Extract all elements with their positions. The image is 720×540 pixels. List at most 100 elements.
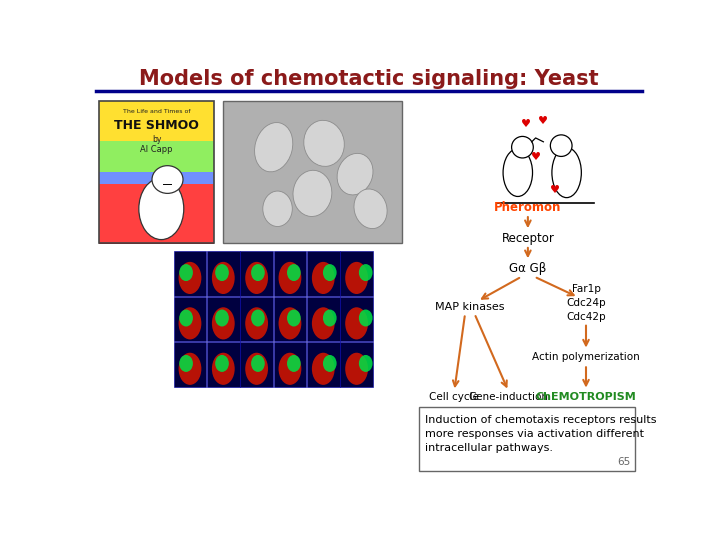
Ellipse shape xyxy=(312,353,335,385)
Ellipse shape xyxy=(255,123,293,172)
Bar xyxy=(174,342,206,387)
Ellipse shape xyxy=(179,262,202,294)
Text: Gα Gβ: Gα Gβ xyxy=(509,262,546,275)
Text: MAP kinases: MAP kinases xyxy=(435,302,505,312)
Text: by: by xyxy=(152,135,161,144)
Ellipse shape xyxy=(323,309,337,327)
Ellipse shape xyxy=(279,353,302,385)
Bar xyxy=(174,251,206,296)
Text: 65: 65 xyxy=(618,457,631,467)
Ellipse shape xyxy=(212,307,235,340)
Text: ♥: ♥ xyxy=(550,185,560,195)
Ellipse shape xyxy=(179,355,193,372)
Bar xyxy=(99,223,214,244)
Bar xyxy=(274,296,306,341)
Ellipse shape xyxy=(550,135,572,157)
Ellipse shape xyxy=(287,355,301,372)
Ellipse shape xyxy=(251,264,265,281)
Ellipse shape xyxy=(293,170,332,217)
Text: ChEMOTROPISM: ChEMOTROPISM xyxy=(536,393,636,402)
Text: ♥: ♥ xyxy=(539,116,549,126)
Text: Cell cycle: Cell cycle xyxy=(429,393,480,402)
Ellipse shape xyxy=(503,148,533,197)
Ellipse shape xyxy=(345,353,368,385)
Bar xyxy=(99,172,214,184)
Ellipse shape xyxy=(246,353,268,385)
Bar xyxy=(99,101,214,141)
Ellipse shape xyxy=(304,120,344,166)
Ellipse shape xyxy=(215,264,229,281)
Text: Models of chemotactic signaling: Yeast: Models of chemotactic signaling: Yeast xyxy=(139,69,599,89)
Bar xyxy=(307,296,340,341)
Bar xyxy=(341,342,373,387)
Text: THE SHMOO: THE SHMOO xyxy=(114,119,199,132)
Ellipse shape xyxy=(246,262,268,294)
Bar xyxy=(274,342,306,387)
Bar xyxy=(274,251,306,296)
Bar xyxy=(419,408,635,470)
Bar xyxy=(99,183,214,204)
Ellipse shape xyxy=(279,307,302,340)
Bar xyxy=(99,101,214,122)
Bar xyxy=(99,101,214,244)
Text: Far1p
Cdc24p
Cdc42p: Far1p Cdc24p Cdc42p xyxy=(566,285,606,322)
Ellipse shape xyxy=(215,309,229,327)
Ellipse shape xyxy=(552,147,581,198)
Bar xyxy=(99,122,214,143)
Ellipse shape xyxy=(152,166,183,193)
Bar xyxy=(99,202,214,224)
Text: ♥: ♥ xyxy=(521,119,531,129)
Bar xyxy=(207,342,240,387)
Ellipse shape xyxy=(312,307,335,340)
Text: Receptor: Receptor xyxy=(501,232,554,245)
Ellipse shape xyxy=(354,189,387,228)
Ellipse shape xyxy=(179,264,193,281)
Bar xyxy=(223,101,402,244)
Text: Pheromon: Pheromon xyxy=(494,201,562,214)
Bar xyxy=(99,141,214,163)
Ellipse shape xyxy=(246,307,268,340)
Ellipse shape xyxy=(179,309,193,327)
Ellipse shape xyxy=(337,153,373,195)
Ellipse shape xyxy=(287,309,301,327)
Text: Induction of chemotaxis receptors results
more responses via activation differen: Induction of chemotaxis receptors result… xyxy=(425,415,657,453)
Ellipse shape xyxy=(212,262,235,294)
Bar xyxy=(99,162,214,183)
Ellipse shape xyxy=(251,355,265,372)
Ellipse shape xyxy=(359,355,372,372)
Ellipse shape xyxy=(359,264,372,281)
Ellipse shape xyxy=(279,262,302,294)
Ellipse shape xyxy=(345,307,368,340)
Ellipse shape xyxy=(139,178,184,240)
Text: Gene-induction: Gene-induction xyxy=(469,393,549,402)
Text: Al Capp: Al Capp xyxy=(140,145,173,154)
Ellipse shape xyxy=(212,353,235,385)
Bar xyxy=(307,342,340,387)
Ellipse shape xyxy=(179,353,202,385)
Bar xyxy=(240,296,273,341)
Bar xyxy=(341,251,373,296)
Bar xyxy=(307,251,340,296)
Ellipse shape xyxy=(323,264,337,281)
Ellipse shape xyxy=(323,355,337,372)
Ellipse shape xyxy=(179,307,202,340)
Bar xyxy=(341,296,373,341)
Bar xyxy=(240,251,273,296)
Bar xyxy=(207,251,240,296)
Text: The Life and Times of: The Life and Times of xyxy=(123,109,190,114)
Text: Actin polymerization: Actin polymerization xyxy=(532,353,640,362)
Ellipse shape xyxy=(345,262,368,294)
Ellipse shape xyxy=(359,309,372,327)
Ellipse shape xyxy=(512,137,534,158)
Ellipse shape xyxy=(215,355,229,372)
Bar xyxy=(174,296,206,341)
Ellipse shape xyxy=(287,264,301,281)
Ellipse shape xyxy=(312,262,335,294)
Ellipse shape xyxy=(263,191,292,226)
Bar xyxy=(240,342,273,387)
Ellipse shape xyxy=(251,309,265,327)
Bar xyxy=(99,184,214,244)
Bar xyxy=(207,296,240,341)
Text: ♥: ♥ xyxy=(531,152,541,162)
Bar xyxy=(99,141,214,172)
